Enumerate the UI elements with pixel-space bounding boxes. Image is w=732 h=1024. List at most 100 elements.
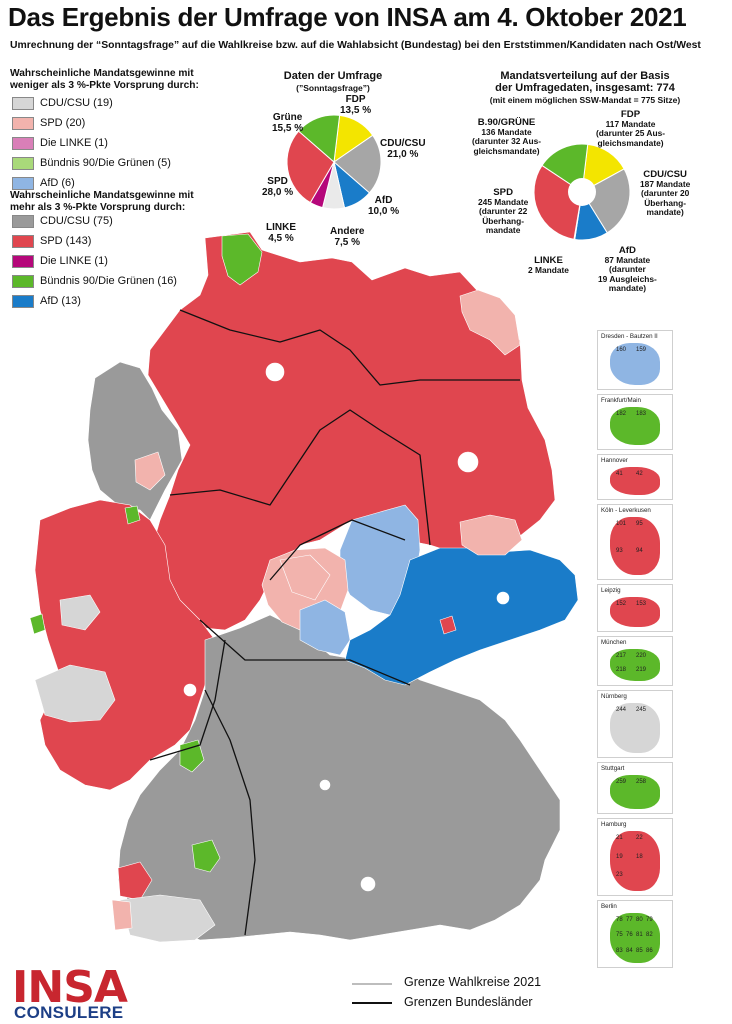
inset-district-number: 76 bbox=[626, 932, 633, 939]
seat-label-line: (darunter 25 Aus- bbox=[596, 128, 666, 138]
map-city-muenchen bbox=[360, 876, 376, 892]
inset-district-number: 258 bbox=[636, 779, 647, 785]
seat-label-line: mandate) bbox=[646, 207, 684, 217]
inset-district-number: 159 bbox=[636, 347, 647, 353]
legend-item: AfD (6) bbox=[12, 175, 75, 191]
seat-label-line: CDU/CSU bbox=[643, 169, 687, 180]
seat-label-b-90-gr-ne: B.90/GRÜNE 136 Mandate (darunter 32 Aus-gl… bbox=[472, 118, 541, 156]
survey-pie-title: Daten der Umfrage bbox=[283, 70, 383, 82]
survey-pie-heading: Daten der Umfrage (”Sonntagsfrage”) bbox=[268, 70, 398, 94]
inset-district-number: 79 bbox=[646, 917, 653, 923]
inset-district-number: 244 bbox=[616, 707, 627, 713]
seat-label-line: (darunter 32 Aus- bbox=[472, 136, 542, 146]
inset-district-number: 75 bbox=[616, 932, 623, 939]
legend-item: Die LINKE (1) bbox=[12, 135, 108, 151]
seat-label-linke: LINKE 2 Mandate bbox=[528, 256, 569, 275]
inset-hannover: Hannover 41 42 bbox=[597, 454, 673, 500]
map-region-aachen-green bbox=[29, 613, 46, 635]
map-region-frankfurt-green bbox=[179, 739, 205, 773]
legend-low-heading-line-1: Wahrscheinliche Mandatsgewinne mit bbox=[10, 68, 194, 79]
survey-label-value: 21,0 % bbox=[387, 149, 419, 160]
seat-label-line: 245 Mandate bbox=[478, 196, 529, 207]
seat-label-spd: SPD 245 Mandate (darunter 22 Überhang-manda… bbox=[478, 188, 528, 236]
seat-pie-title-line-1: Mandatsverteilung auf der Basis bbox=[500, 70, 670, 82]
inset-district-number: 220 bbox=[636, 653, 647, 659]
seat-label-line: SPD bbox=[493, 187, 513, 198]
inset-dresden-bautzen-ii: Dresden - Bautzen II 160 159 bbox=[597, 330, 673, 390]
map-region-southwest-pink bbox=[111, 899, 133, 931]
seat-label-line: B.90/GRÜNE bbox=[477, 117, 536, 128]
legend-label: AfD (6) bbox=[40, 177, 75, 189]
legend-label: Bündnis 90/Die Grünen (5) bbox=[40, 157, 171, 169]
legend-label: SPD (20) bbox=[40, 117, 86, 129]
map-border-center-west bbox=[169, 409, 431, 546]
seat-label-fdp: FDP 117 Mandate (darunter 25 Aus-gleichsma… bbox=[596, 110, 665, 148]
seat-pie-heading: Mandatsverteilung auf der Basis der Umfr… bbox=[460, 70, 710, 106]
legend-low-heading: Wahrscheinliche Mandatsgewinne mit wenig… bbox=[10, 68, 240, 92]
map-region-flensburg-green bbox=[221, 233, 263, 286]
survey-label-linke: LINKE 4,5 % bbox=[266, 222, 296, 244]
consulere-logo: CONSULERE bbox=[14, 1003, 124, 1022]
inset-hamburg: Hamburg 21 22 19 18 23 bbox=[597, 818, 673, 896]
inset-district-number: 218 bbox=[616, 667, 627, 673]
map-region-rlp-cdu bbox=[34, 664, 116, 723]
inset-district-number: 101 bbox=[616, 521, 627, 527]
inset-district-number: 21 bbox=[616, 835, 623, 841]
inset-shape bbox=[610, 597, 660, 627]
survey-label-cdu-csu: CDU/CSU 21,0 % bbox=[380, 138, 426, 160]
survey-pie-subtitle: (”Sonntagsfrage”) bbox=[296, 83, 370, 93]
map-border-north bbox=[179, 309, 520, 386]
legend-high-heading: Wahrscheinliche Mandatsgewinne mit mehr … bbox=[10, 190, 240, 214]
inset-shape bbox=[610, 913, 660, 963]
inset-district-number: 182 bbox=[616, 411, 627, 417]
inset-k-ln-leverkusen: Köln - Leverkusen 101 95 93 94 bbox=[597, 504, 673, 580]
survey-label-value: 13,5 % bbox=[340, 105, 372, 116]
survey-label-party: CDU/CSU bbox=[380, 138, 426, 149]
map-border-south bbox=[199, 619, 411, 686]
inset-district-number: 259 bbox=[616, 779, 627, 785]
seat-label-line: mandate bbox=[485, 225, 521, 235]
page-title: Das Ergebnis der Umfrage von INSA am 4. … bbox=[8, 2, 687, 32]
insa-logo: INSA bbox=[12, 962, 128, 1013]
inset-title: Frankfurt/Main bbox=[601, 397, 641, 404]
inset-district-number: 153 bbox=[636, 601, 647, 607]
inset-shape bbox=[610, 407, 660, 445]
legend-swatch bbox=[12, 254, 34, 268]
inset-district-number: 245 bbox=[636, 707, 647, 713]
seat-label-cdu-csu: CDU/CSU 187 Mandate (darunter 20 Überhang-m… bbox=[640, 170, 690, 218]
inset-shape bbox=[610, 703, 660, 753]
map-border-bw bbox=[204, 689, 256, 936]
inset-n-rnberg: Nürnberg 244 245 bbox=[597, 690, 673, 758]
survey-label-party: FDP bbox=[345, 94, 366, 105]
legend-swatch bbox=[12, 96, 34, 110]
survey-label-value: 4,5 % bbox=[268, 233, 294, 244]
map-region-brandenburg-east bbox=[459, 514, 523, 556]
survey-label-party: AfD bbox=[374, 195, 393, 206]
map-region-vorpommern bbox=[459, 289, 521, 356]
inset-title: Nürnberg bbox=[601, 693, 627, 700]
legend-label-bundeslaender: Grenzen Bundesländer bbox=[404, 995, 533, 1009]
legend-item: Die LINKE (1) bbox=[12, 253, 108, 269]
legend-label: Die LINKE (1) bbox=[40, 255, 108, 267]
legend-label: Die LINKE (1) bbox=[40, 137, 108, 149]
seat-label-line: LINKE bbox=[534, 255, 563, 266]
inset-berlin: Berlin 78 77 80 79 75 76 81 82 83 84 85 86 bbox=[597, 900, 673, 968]
survey-label-party: SPD bbox=[267, 176, 288, 187]
map-region-west-pink-1 bbox=[134, 451, 166, 491]
inset-district-number: 80 bbox=[636, 917, 643, 923]
inset-district-number: 83 bbox=[616, 947, 623, 954]
inset-title: Berlin bbox=[601, 903, 617, 910]
page-subtitle: Umrechnung der “Sonntagsfrage” auf die W… bbox=[10, 40, 701, 51]
inset-district-number: 77 bbox=[626, 917, 633, 923]
inset-district-number: 93 bbox=[616, 548, 623, 554]
inset-shape bbox=[610, 649, 660, 681]
seat-label-line: 2 Mandate bbox=[528, 264, 569, 275]
inset-district-number: 86 bbox=[646, 947, 653, 954]
seat-pie-title-line-2: der Umfragedaten, insgesamt: 774 bbox=[495, 82, 675, 94]
inset-district-number: 41 bbox=[616, 471, 623, 477]
seat-label-line: (darunter bbox=[609, 264, 646, 274]
legend-swatch bbox=[12, 136, 34, 150]
inset-district-number: 78 bbox=[616, 917, 623, 923]
legend-label-wahlkreise: Grenze Wahlkreise 2021 bbox=[404, 975, 542, 989]
